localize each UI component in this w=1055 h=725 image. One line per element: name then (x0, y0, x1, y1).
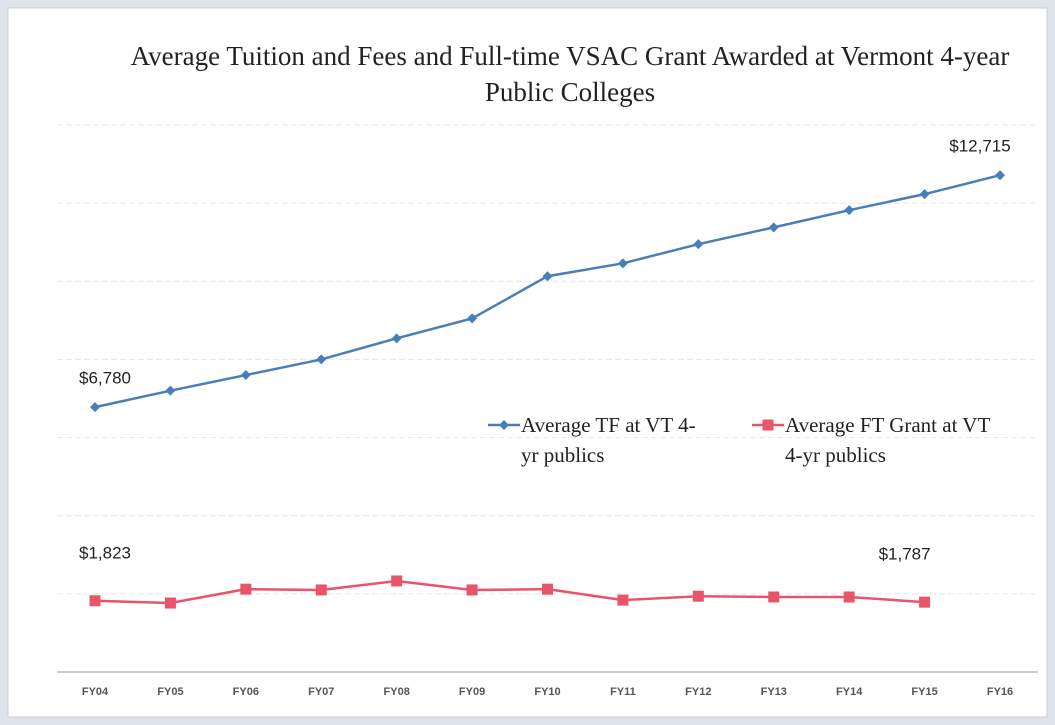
data-point (542, 583, 553, 595)
chart-title: Average Tuition and Fees and Full-time V… (130, 41, 1010, 107)
x-tick-label: FY13 (761, 686, 787, 698)
legend-entry: Average FT Grant at VT 4-yr publics (785, 413, 990, 467)
x-tick-label: FY12 (685, 686, 711, 698)
series-line (94, 579, 925, 605)
data-point (315, 584, 327, 596)
data-point (617, 258, 628, 269)
x-tick-label: FY07 (308, 686, 334, 698)
data-point (617, 594, 629, 606)
data-point (995, 170, 1005, 181)
x-tick-label: FY04 (82, 686, 109, 698)
x-tick-label: FY16 (987, 686, 1013, 698)
x-tick-label: FY06 (233, 686, 259, 698)
x-tick-label: FY14 (836, 686, 863, 698)
data-point (240, 370, 251, 381)
data-point (768, 222, 779, 233)
data-label: $1,787 (879, 545, 931, 564)
data-label: $1,823 (79, 543, 131, 562)
data-point (90, 402, 100, 413)
data-point (165, 385, 176, 396)
x-tick-label: FY15 (911, 686, 937, 698)
data-point (467, 313, 478, 324)
data-point (762, 419, 774, 431)
data-point (692, 590, 704, 602)
x-tick-label: FY05 (157, 686, 183, 698)
data-point (542, 271, 553, 282)
data-point (768, 591, 780, 603)
legend-entry: Average TF at VT 4-yr publics (521, 413, 696, 467)
x-tick-label: FY09 (459, 686, 485, 698)
data-point (919, 596, 931, 608)
data-point (919, 189, 930, 200)
data-point (693, 239, 704, 250)
data-point (164, 597, 176, 609)
x-tick-label: FY10 (534, 686, 560, 698)
data-point (89, 595, 101, 607)
data-point (240, 583, 252, 595)
data-point (391, 575, 403, 587)
data-point (499, 420, 509, 430)
x-tick-label: FY11 (610, 686, 636, 698)
data-label: $6,780 (79, 369, 131, 388)
x-tick-label: FY08 (384, 686, 410, 698)
data-point (316, 354, 327, 365)
data-point (391, 333, 402, 344)
data-point (844, 205, 855, 216)
data-label: $12,715 (949, 137, 1010, 156)
data-point (466, 584, 478, 596)
chart-area (7, 7, 1048, 718)
data-point (843, 591, 855, 603)
